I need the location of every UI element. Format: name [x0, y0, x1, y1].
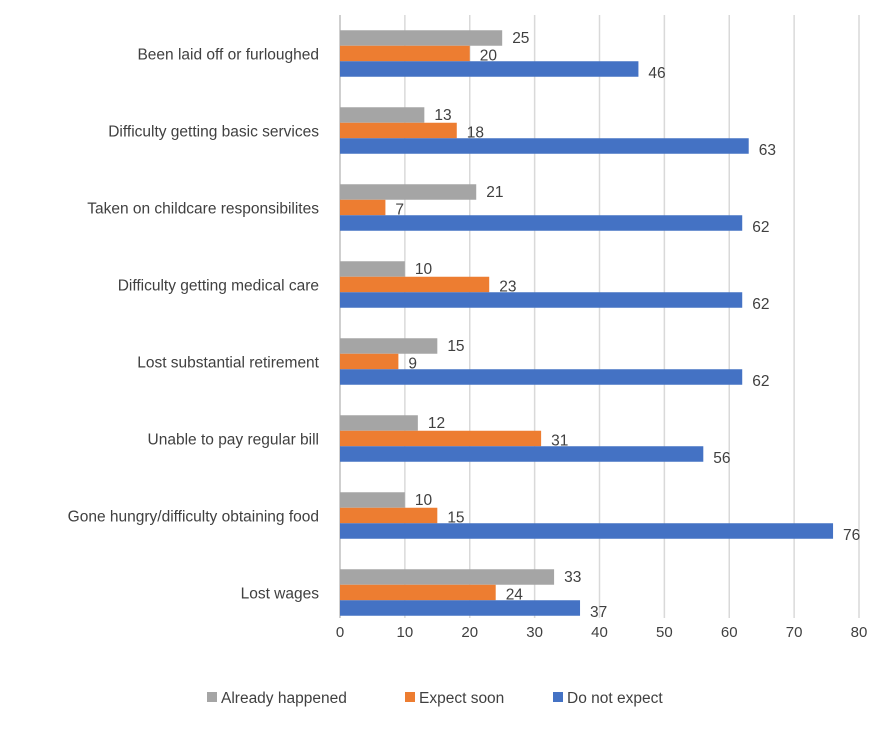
data-label: 10 — [415, 261, 433, 278]
legend-label: Already happened — [221, 690, 347, 707]
bar-already-happened — [340, 107, 425, 123]
x-tick-label: 80 — [851, 624, 868, 641]
bar-already-happened — [340, 261, 405, 277]
x-tick-labels: 0 10 20 30 40 50 60 70 80 — [336, 624, 868, 641]
x-tick-label: 0 — [336, 624, 344, 641]
x-tick-label: 30 — [526, 624, 543, 641]
legend: Already happened Expect soon Do not expect — [207, 690, 663, 707]
category-label: Gone hungry/difficulty obtaining food — [68, 509, 319, 526]
bar-do-not-expect — [340, 61, 639, 77]
bar-already-happened — [340, 569, 555, 585]
category-label: Taken on childcare responsibilites — [87, 201, 319, 218]
x-tick-label: 50 — [656, 624, 673, 641]
legend-swatch — [405, 692, 415, 702]
bar-already-happened — [340, 492, 405, 508]
category-label: Difficulty getting medical care — [118, 278, 319, 295]
bar-expect-soon — [340, 199, 386, 216]
data-label: 62 — [752, 373, 769, 390]
x-tick-label: 40 — [591, 624, 608, 641]
category-label: Lost wages — [241, 586, 320, 603]
bar-already-happened — [340, 184, 477, 200]
category-labels: Been laid off or furloughed Difficulty ge… — [68, 47, 320, 603]
bar-expect-soon — [340, 430, 542, 447]
data-label: 37 — [590, 604, 607, 621]
bar-expect-soon — [340, 45, 470, 62]
data-label: 21 — [486, 184, 503, 201]
bar-expect-soon — [340, 122, 457, 139]
data-label: 25 — [512, 30, 529, 47]
data-label: 33 — [564, 569, 581, 586]
data-label: 76 — [843, 527, 860, 544]
legend-label: Expect soon — [419, 690, 504, 707]
data-label: 7 — [395, 202, 404, 219]
bar-do-not-expect — [340, 292, 743, 308]
data-label: 46 — [648, 65, 665, 82]
bar-do-not-expect — [340, 138, 749, 154]
x-tick-label: 10 — [397, 624, 414, 641]
legend-swatch — [553, 692, 563, 702]
data-label: 15 — [447, 510, 464, 527]
bar-expect-soon — [340, 276, 490, 293]
data-label: 23 — [499, 279, 516, 296]
bar-already-happened — [340, 338, 438, 354]
bar-do-not-expect — [340, 523, 834, 539]
bar-already-happened — [340, 30, 503, 46]
bar-do-not-expect — [340, 600, 581, 616]
x-tick-label: 60 — [721, 624, 738, 641]
bar-expect-soon — [340, 353, 399, 370]
bar-do-not-expect — [340, 369, 743, 385]
category-label: Been laid off or furloughed — [137, 47, 319, 64]
category-label: Difficulty getting basic services — [108, 124, 319, 141]
data-label: 20 — [480, 48, 498, 65]
bar-do-not-expect — [340, 215, 743, 231]
data-label: 63 — [759, 142, 776, 159]
category-label: Lost substantial retirement — [137, 355, 319, 372]
bars: 25 20 46 13 18 63 21 7 62 10 23 62 15 9 62 12 31 56 10 15 76… — [340, 30, 860, 621]
data-label: 10 — [415, 492, 433, 509]
data-label: 24 — [506, 587, 524, 604]
data-label: 15 — [447, 338, 464, 355]
bar-expect-soon — [340, 584, 496, 601]
data-label: 62 — [752, 296, 769, 313]
legend-swatch — [207, 692, 217, 702]
legend-label: Do not expect — [567, 690, 663, 707]
category-label: Unable to pay regular bill — [148, 432, 319, 449]
x-tick-label: 70 — [786, 624, 803, 641]
data-label: 62 — [752, 219, 769, 236]
bar-expect-soon — [340, 507, 438, 524]
data-label: 56 — [713, 450, 730, 467]
data-label: 12 — [428, 415, 445, 432]
data-label: 31 — [551, 433, 568, 450]
data-label: 9 — [408, 356, 417, 373]
data-label: 18 — [467, 125, 484, 142]
x-tick-label: 20 — [461, 624, 478, 641]
data-label: 13 — [434, 107, 451, 124]
bar-do-not-expect — [340, 446, 704, 462]
bar-already-happened — [340, 415, 418, 431]
